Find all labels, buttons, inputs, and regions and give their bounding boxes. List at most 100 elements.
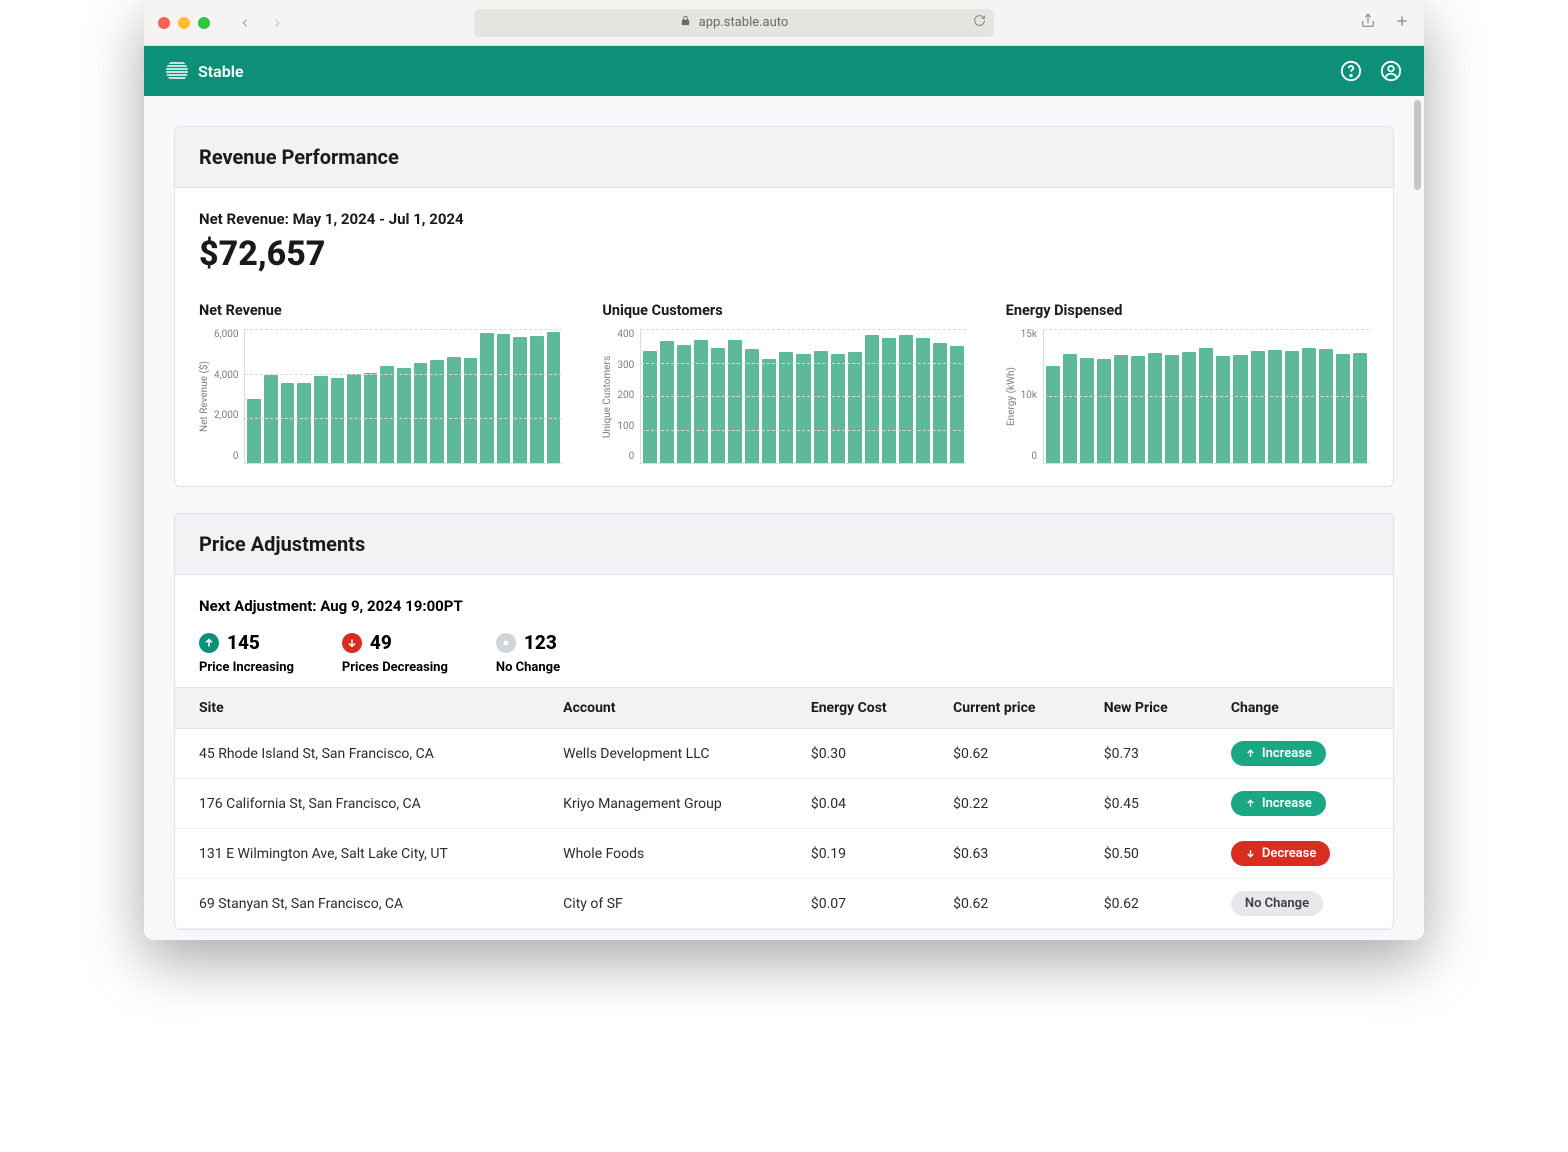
stats-row: 145 Price Increasing 49 Prices Decreasin… (199, 631, 1369, 675)
chart-bar (916, 338, 930, 463)
chart-bars (244, 329, 562, 464)
chart-bar (314, 376, 328, 463)
table-header-row: SiteAccountEnergy CostCurrent priceNew P… (175, 688, 1393, 729)
revenue-subtitle: Net Revenue: May 1, 2024 - Jul 1, 2024 (199, 210, 1369, 228)
table-column-header[interactable]: Change (1213, 688, 1393, 729)
table-row[interactable]: 45 Rhode Island St, San Francisco, CAWel… (175, 729, 1393, 779)
stat-increasing-label: Price Increasing (199, 660, 294, 675)
chart-bar (1251, 351, 1265, 463)
chart-ylabel: Energy (kWh) (1006, 329, 1017, 464)
cell-site: 176 California St, San Francisco, CA (175, 779, 545, 829)
chart-bar (430, 360, 444, 463)
chart-bar (882, 338, 896, 463)
refresh-icon[interactable] (973, 14, 986, 31)
change-pill: Decrease (1231, 841, 1330, 866)
cell-account: Kriyo Management Group (545, 779, 793, 829)
chart-energy-dispensed: Energy Dispensed Energy (kWh) 15k10k0 (1006, 302, 1369, 464)
arrow-up-icon (199, 633, 219, 653)
chart-unique-customers: Unique CustomersUnique Customers40030020… (602, 302, 965, 464)
arrow-down-icon (342, 633, 362, 653)
nav-arrows (236, 14, 286, 32)
chart-bar (331, 378, 345, 463)
chart-bar (762, 359, 776, 463)
chart-bars (1043, 329, 1369, 464)
help-button[interactable] (1340, 60, 1362, 82)
revenue-card-title: Revenue Performance (199, 145, 1369, 169)
table-column-header[interactable]: Site (175, 688, 545, 729)
stat-nochange-value: 123 (524, 631, 557, 654)
chart-bar (865, 335, 879, 463)
maximize-window-button[interactable] (198, 17, 210, 29)
chart-bar (1353, 353, 1367, 463)
table-column-header[interactable]: Current price (935, 688, 1086, 729)
stat-increasing: 145 Price Increasing (199, 631, 294, 675)
chart-bar (1302, 348, 1316, 463)
brand[interactable]: Stable (166, 60, 244, 82)
chart-yaxis: 15k10k0 (1021, 329, 1043, 464)
new-tab-icon[interactable] (1394, 13, 1410, 33)
chart-bar (247, 399, 261, 463)
chart-bar (643, 351, 657, 463)
cell-new: $0.73 (1086, 729, 1213, 779)
change-pill: Increase (1231, 791, 1326, 816)
table-row[interactable]: 69 Stanyan St, San Francisco, CACity of … (175, 879, 1393, 929)
price-adjustments-table: SiteAccountEnergy CostCurrent priceNew P… (175, 687, 1393, 929)
chart-bar (694, 340, 708, 463)
cell-account: Whole Foods (545, 829, 793, 879)
next-adjustment-label: Next Adjustment: Aug 9, 2024 19:00PT (199, 597, 1369, 615)
chart-bar (1046, 366, 1060, 463)
chart-bar (831, 354, 845, 463)
chart-bar (1182, 352, 1196, 463)
table-row[interactable]: 176 California St, San Francisco, CAKriy… (175, 779, 1393, 829)
chart-bar (397, 368, 411, 463)
chart-bar (796, 354, 810, 463)
cell-site: 45 Rhode Island St, San Francisco, CA (175, 729, 545, 779)
share-icon[interactable] (1360, 13, 1376, 33)
url-bar[interactable]: app.stable.auto (474, 9, 994, 37)
cell-new: $0.50 (1086, 829, 1213, 879)
cell-change: Decrease (1213, 829, 1393, 879)
chart-bar (1233, 355, 1247, 463)
chart-bar (1148, 353, 1162, 463)
stat-nochange-label: No Change (496, 660, 560, 675)
chart-bar (380, 366, 394, 463)
chart-bar (497, 334, 511, 463)
close-window-button[interactable] (158, 17, 170, 29)
stat-increasing-value: 145 (227, 631, 260, 654)
logo-icon (166, 60, 188, 82)
table-column-header[interactable]: Energy Cost (793, 688, 935, 729)
table-row[interactable]: 131 E Wilmington Ave, Salt Lake City, UT… (175, 829, 1393, 879)
url-text: app.stable.auto (699, 15, 789, 30)
traffic-lights (158, 17, 210, 29)
chart-bar (779, 352, 793, 463)
chart-bar (1336, 354, 1350, 463)
chart-net-revenue: Net RevenueNet Revenue ($)6,0004,0002,00… (199, 302, 562, 464)
chart-bar (728, 340, 742, 463)
cell-account: Wells Development LLC (545, 729, 793, 779)
stat-decreasing: 49 Prices Decreasing (342, 631, 448, 675)
table-column-header[interactable]: New Price (1086, 688, 1213, 729)
chart-bar (899, 335, 913, 463)
scrollbar[interactable] (1414, 100, 1421, 190)
chart-bar (513, 337, 527, 463)
lock-icon (680, 15, 691, 30)
cell-energy: $0.04 (793, 779, 935, 829)
neutral-icon (496, 633, 516, 653)
stat-decreasing-label: Prices Decreasing (342, 660, 448, 675)
back-button[interactable] (236, 14, 254, 32)
chart-bar (950, 346, 964, 463)
chart-bar (1199, 348, 1213, 463)
chart-title: Energy Dispensed (1006, 302, 1369, 319)
cell-change: No Change (1213, 879, 1393, 929)
chart-bar (1216, 356, 1230, 463)
chart-bar (745, 349, 759, 463)
cell-new: $0.62 (1086, 879, 1213, 929)
forward-button[interactable] (268, 14, 286, 32)
cell-new: $0.45 (1086, 779, 1213, 829)
table-column-header[interactable]: Account (545, 688, 793, 729)
minimize-window-button[interactable] (178, 17, 190, 29)
chart-bar (1319, 349, 1333, 463)
chrome-right-actions (1360, 13, 1410, 33)
account-button[interactable] (1380, 60, 1402, 82)
app-name: Stable (198, 62, 244, 81)
